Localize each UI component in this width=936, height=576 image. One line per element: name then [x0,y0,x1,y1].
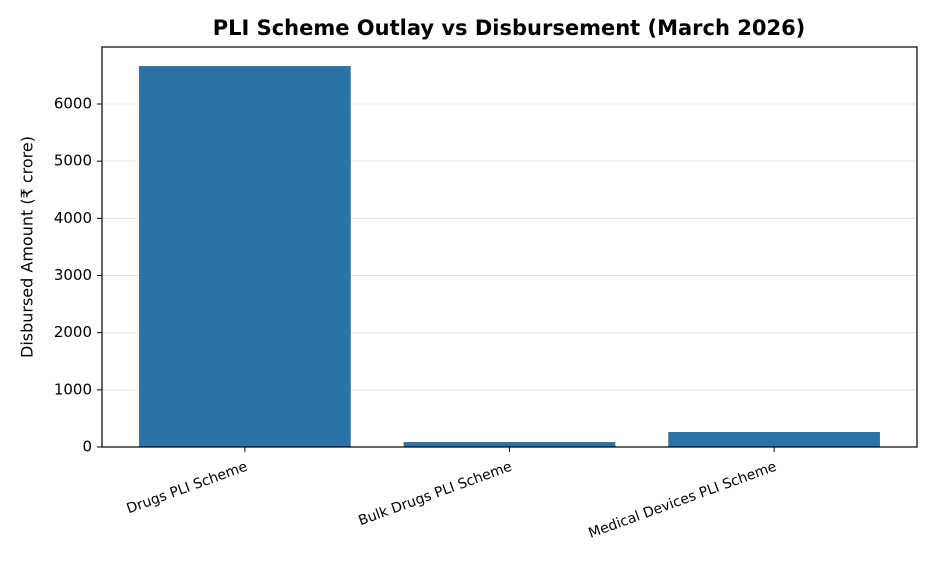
bar [403,442,616,447]
x-tick-label: Medical Devices PLI Scheme [586,459,778,542]
y-axis-label: Disbursed Amount (₹ crore) [18,136,37,358]
y-tick-label: 5000 [54,152,92,170]
y-tick-label: 0 [82,438,92,456]
y-tick-label: 4000 [54,209,92,227]
bar [139,66,351,447]
y-tick-label: 2000 [54,323,92,341]
bar [668,432,880,447]
y-tick-label: 3000 [54,266,92,284]
y-tick-label: 6000 [54,94,92,112]
x-tick-label: Drugs PLI Scheme [125,459,250,518]
y-tick-label: 1000 [54,380,92,398]
bars [139,66,880,447]
x-tick-label: Bulk Drugs PLI Scheme [356,459,514,529]
chart-title: PLI Scheme Outlay vs Disbursement (March… [213,16,806,40]
